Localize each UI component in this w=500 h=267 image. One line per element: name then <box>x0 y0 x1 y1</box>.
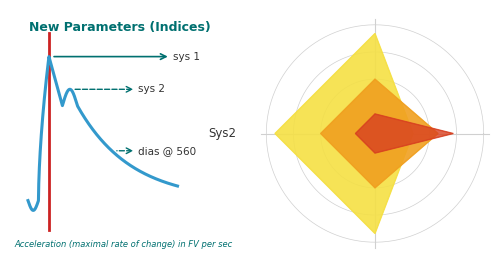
Text: sys 1: sys 1 <box>173 52 200 62</box>
Text: New Parameters (Indices): New Parameters (Indices) <box>29 21 211 34</box>
Polygon shape <box>275 33 413 234</box>
Polygon shape <box>356 114 454 153</box>
Text: dias @ 560: dias @ 560 <box>138 146 196 156</box>
Text: sys 2: sys 2 <box>138 84 166 94</box>
Polygon shape <box>320 79 438 188</box>
Text: Sys2: Sys2 <box>208 127 236 140</box>
Text: Acceleration (maximal rate of change) in FV per sec: Acceleration (maximal rate of change) in… <box>14 240 232 249</box>
